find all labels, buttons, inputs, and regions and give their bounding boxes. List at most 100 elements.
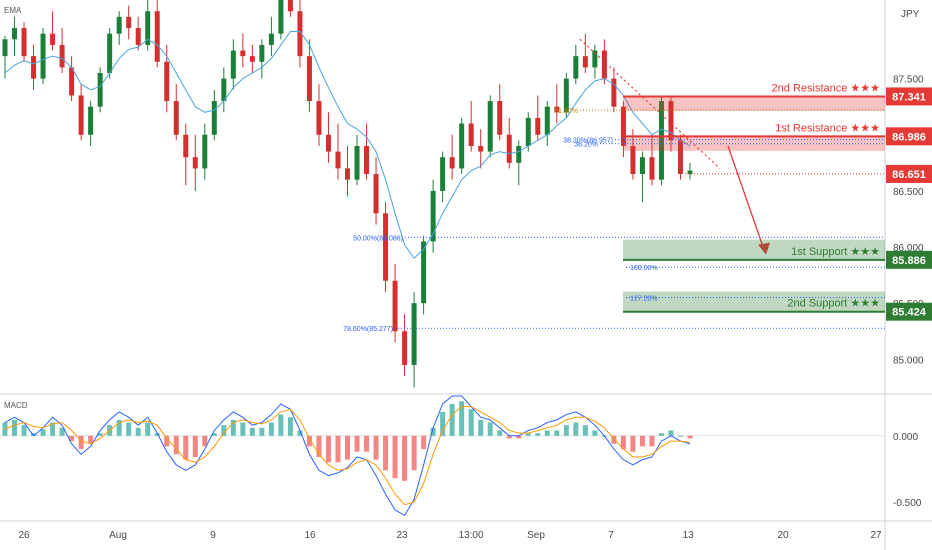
macd-histogram-bar <box>306 435 312 447</box>
candle[interactable] <box>164 61 170 102</box>
candle[interactable] <box>2 39 8 57</box>
macd-histogram-bar <box>183 435 189 460</box>
candle[interactable] <box>544 106 550 135</box>
macd-histogram-bar <box>278 414 284 436</box>
candle[interactable] <box>259 44 265 62</box>
fib-label-4: 61.80% <box>554 108 578 115</box>
candle[interactable] <box>554 106 560 113</box>
candle[interactable] <box>12 28 18 40</box>
candle[interactable] <box>497 101 503 135</box>
candle[interactable] <box>69 67 75 96</box>
candle[interactable] <box>468 123 474 146</box>
candle[interactable] <box>525 117 531 146</box>
macd-histogram-bar <box>506 435 512 439</box>
candle[interactable] <box>611 78 617 107</box>
candle[interactable] <box>392 280 398 332</box>
candle[interactable] <box>107 33 113 73</box>
candle[interactable] <box>478 145 484 152</box>
candle[interactable] <box>183 134 189 158</box>
candle[interactable] <box>516 145 522 163</box>
candle[interactable] <box>154 11 160 62</box>
candle[interactable] <box>506 134 512 163</box>
candle[interactable] <box>325 134 331 152</box>
candle[interactable] <box>297 11 303 57</box>
candle[interactable] <box>31 56 37 79</box>
macd-histogram-bar <box>544 430 550 436</box>
price-badge-3 <box>886 250 932 269</box>
candle[interactable] <box>192 157 198 169</box>
candle[interactable] <box>335 151 341 169</box>
macd-histogram-bar <box>202 435 208 447</box>
candle[interactable] <box>582 56 588 68</box>
candle[interactable] <box>449 157 455 169</box>
candle[interactable] <box>50 33 56 45</box>
projection-arrowhead <box>758 242 770 255</box>
candle[interactable] <box>316 101 322 135</box>
candle[interactable] <box>402 331 408 365</box>
candle[interactable] <box>221 78 227 102</box>
candle[interactable] <box>440 157 446 191</box>
candle[interactable] <box>535 117 541 135</box>
candle[interactable] <box>658 101 664 180</box>
candle[interactable] <box>677 140 683 175</box>
time-tick-label: 23 <box>396 530 408 541</box>
candle[interactable] <box>563 78 569 113</box>
candle[interactable] <box>287 0 293 12</box>
candle[interactable] <box>173 101 179 135</box>
candle[interactable] <box>88 106 94 135</box>
candle[interactable] <box>592 50 598 68</box>
candle[interactable] <box>687 170 693 175</box>
candle[interactable] <box>116 16 122 34</box>
candle[interactable] <box>240 50 246 57</box>
candle[interactable] <box>383 213 389 281</box>
candle[interactable] <box>278 0 284 34</box>
level-zone-0 <box>623 96 885 112</box>
candle[interactable] <box>573 56 579 79</box>
candle[interactable] <box>345 168 350 180</box>
macd-histogram-bar <box>78 435 84 450</box>
macd-histogram-bar <box>88 435 94 444</box>
candle[interactable] <box>354 145 360 180</box>
candle[interactable] <box>135 28 141 45</box>
candle[interactable] <box>306 56 312 102</box>
macd-histogram-bar <box>211 433 217 436</box>
candle[interactable] <box>145 11 151 45</box>
candle[interactable] <box>430 190 436 242</box>
candle[interactable] <box>202 134 208 169</box>
macd-histogram-bar <box>40 429 46 436</box>
candle[interactable] <box>639 157 645 175</box>
candle[interactable] <box>97 72 103 107</box>
candle[interactable] <box>268 33 274 45</box>
candle[interactable] <box>21 28 27 57</box>
macd-label: MACD <box>4 401 28 410</box>
macd-histogram-bar <box>364 435 370 452</box>
candle[interactable] <box>126 16 132 29</box>
candle[interactable] <box>78 95 84 135</box>
macd-histogram-bar <box>126 422 132 436</box>
candle[interactable] <box>230 50 236 79</box>
candle[interactable] <box>630 145 636 175</box>
candle[interactable] <box>373 174 379 214</box>
macd-histogram-bar <box>525 433 531 436</box>
candle[interactable] <box>211 101 217 135</box>
candle[interactable] <box>668 101 674 141</box>
candle[interactable] <box>40 33 46 79</box>
candle[interactable] <box>411 303 417 365</box>
macd-pane[interactable] <box>0 395 885 517</box>
levels[interactable]: 2nd Resistance ★★★ 87.341 1st Resistance ★… <box>343 82 932 333</box>
candle[interactable] <box>649 157 655 180</box>
candle[interactable] <box>487 101 493 152</box>
price-badge-text-3: 85.886 <box>892 255 926 267</box>
candle[interactable] <box>601 50 607 79</box>
macd-histogram-bar <box>21 425 27 436</box>
candle[interactable] <box>459 123 465 169</box>
candle[interactable] <box>620 106 626 146</box>
price-pane[interactable] <box>2 0 771 388</box>
candle[interactable] <box>59 44 65 68</box>
candle[interactable] <box>249 56 255 62</box>
candle[interactable] <box>421 241 427 304</box>
fib-label-1: 78.60%(85.277) <box>343 326 393 333</box>
candle[interactable] <box>364 145 370 175</box>
